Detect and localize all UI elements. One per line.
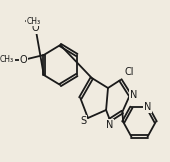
Text: CH₃: CH₃	[27, 17, 41, 25]
Text: O: O	[32, 23, 39, 33]
Text: O: O	[19, 55, 27, 65]
Text: N: N	[106, 120, 114, 130]
Text: CH₃: CH₃	[0, 56, 14, 64]
Text: Cl: Cl	[124, 67, 134, 77]
Text: N: N	[130, 90, 137, 100]
Text: N: N	[144, 102, 151, 112]
Text: S: S	[80, 116, 86, 126]
